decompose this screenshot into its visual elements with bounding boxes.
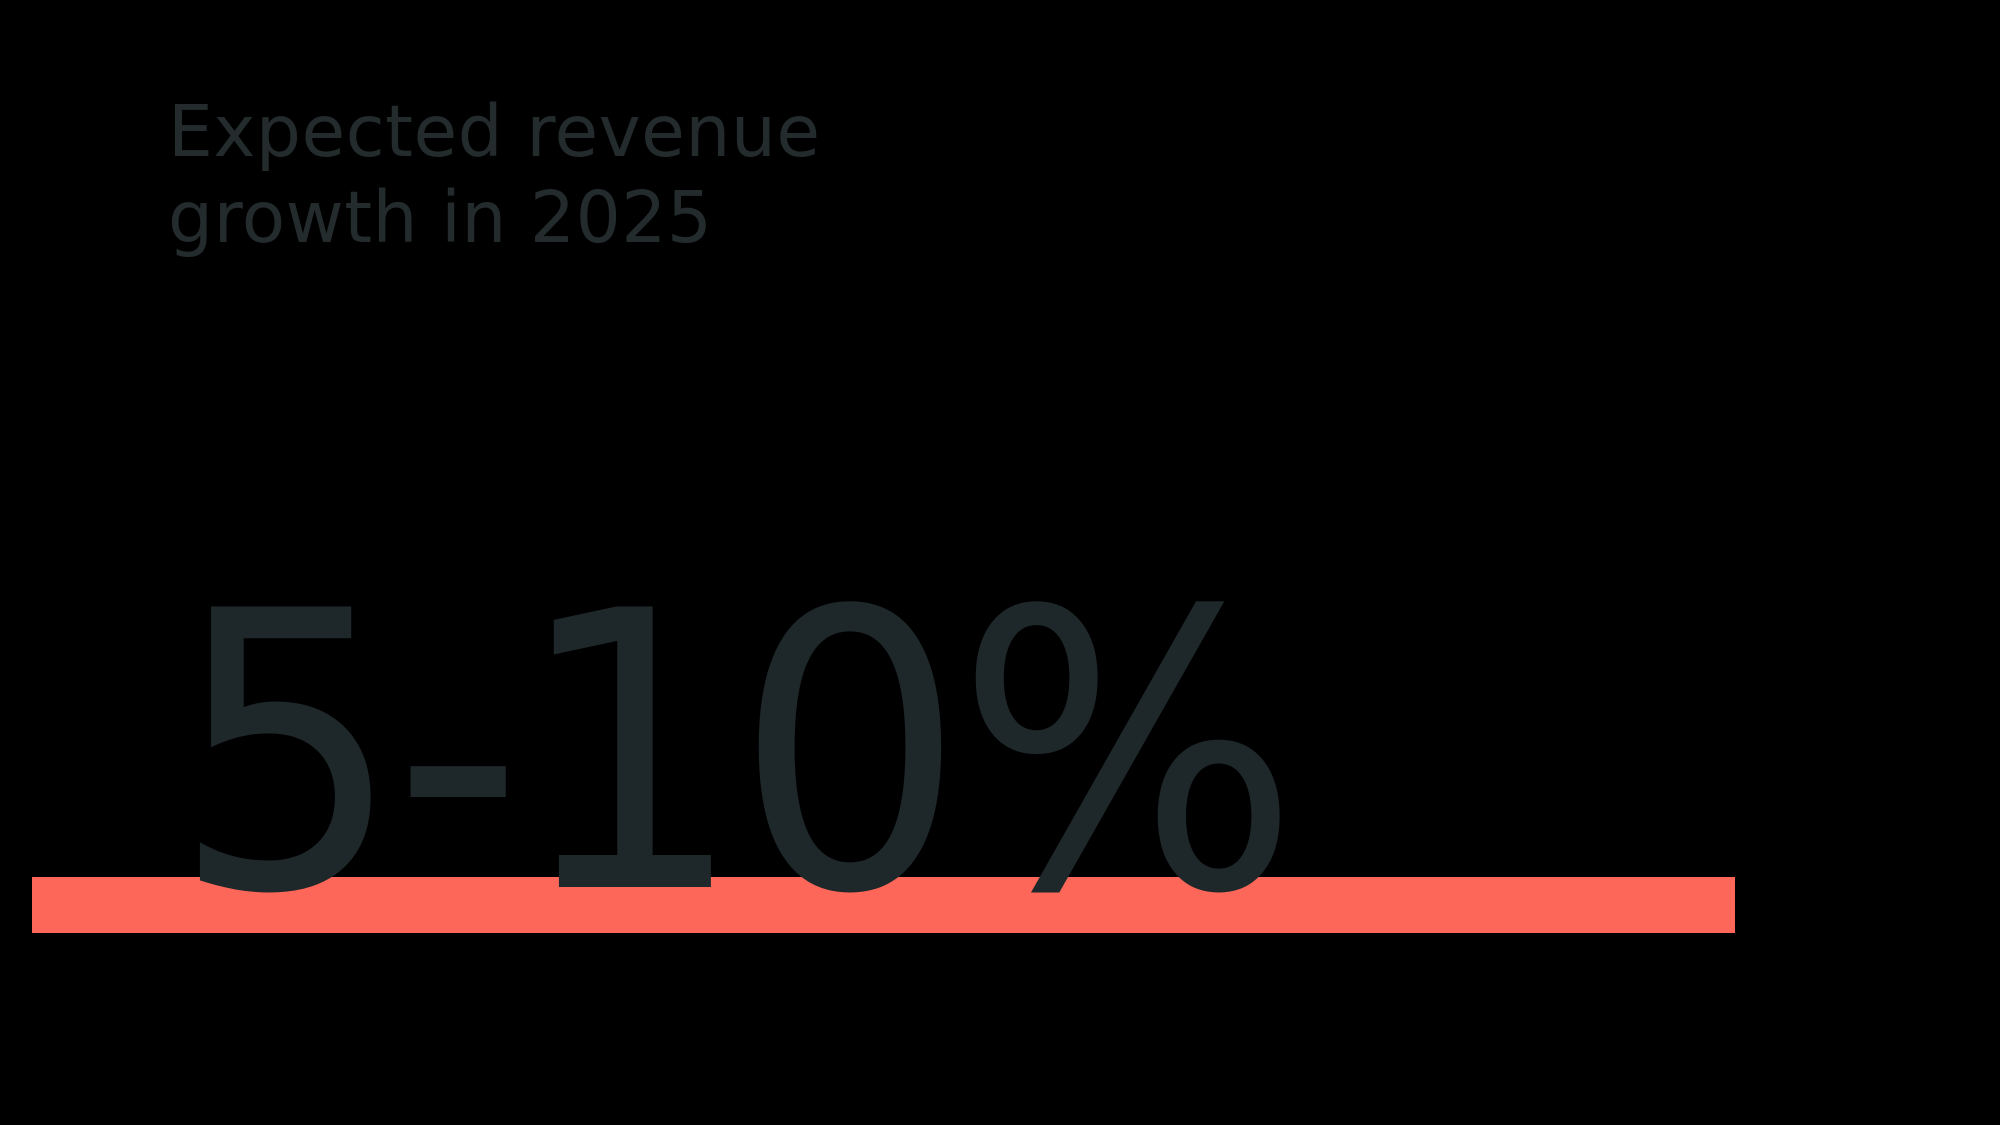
accent-underline-bar [32,877,1735,933]
stat-title-line1: Expected revenue [168,90,821,173]
stat-title: Expected revenue growth in 2025 [168,89,821,261]
stat-title-line2: growth in 2025 [168,176,713,259]
stat-value: 5-10% [172,530,1300,978]
